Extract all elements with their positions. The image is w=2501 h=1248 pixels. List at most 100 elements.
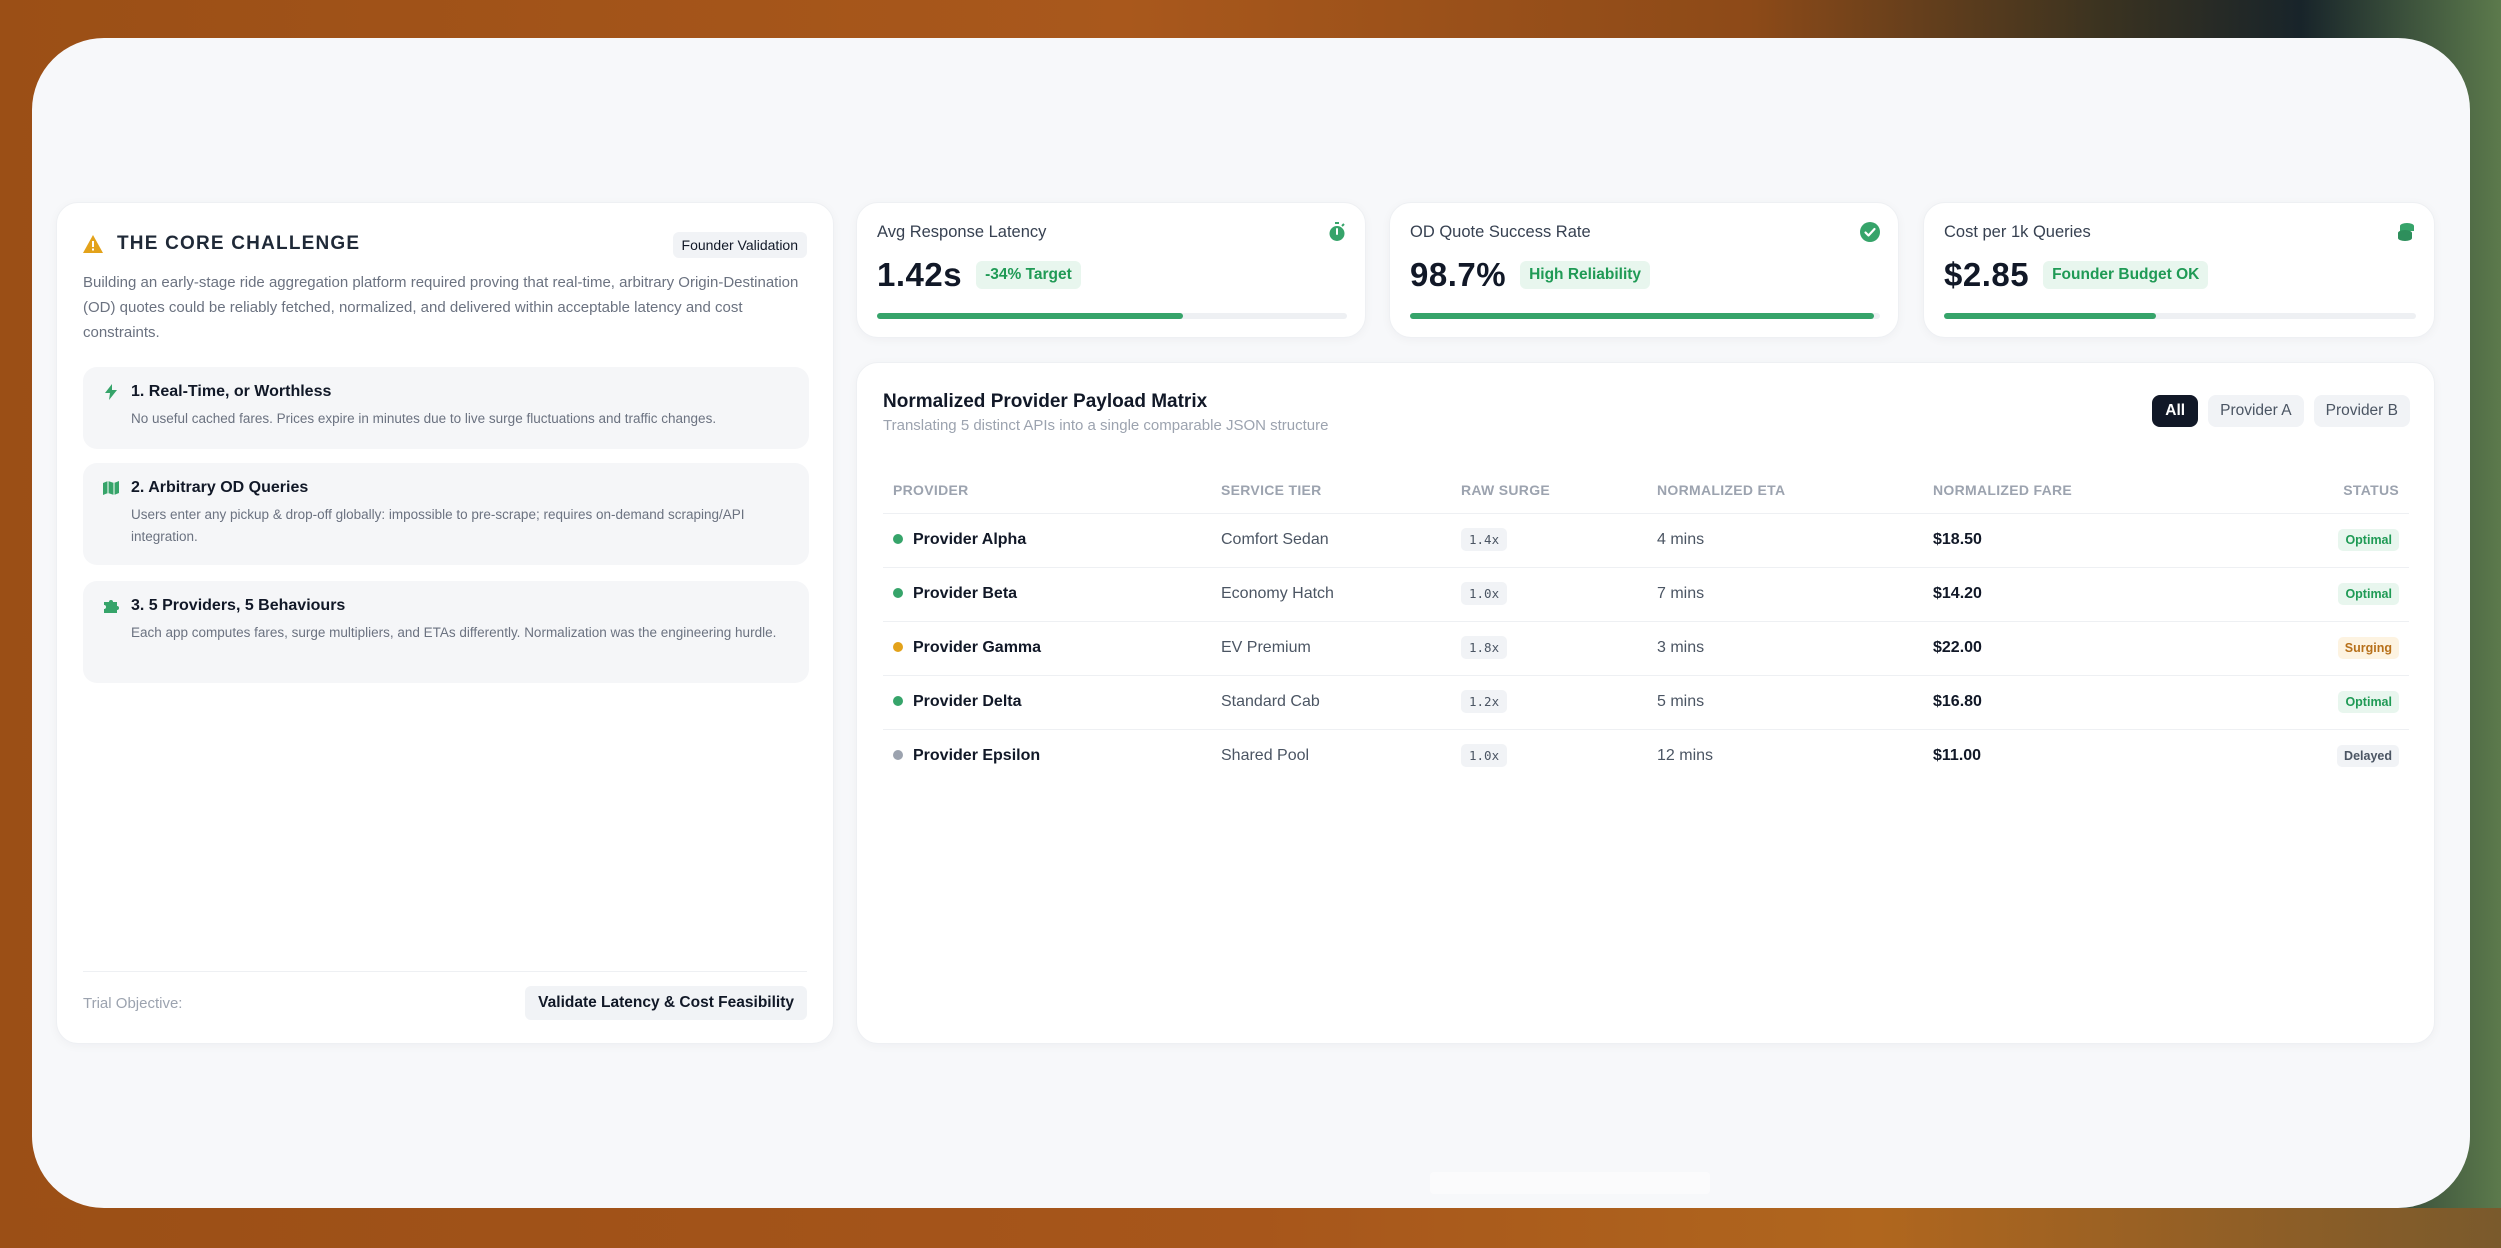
table-header-row: PROVIDER SERVICE TIER RAW SURGE NORMALIZ…: [883, 467, 2409, 514]
stopwatch-icon: [1329, 222, 1345, 241]
metric-card-cost: Cost per 1k Queries $2.85 Founder Budget…: [1923, 202, 2435, 338]
status-badge: Optimal: [2338, 691, 2399, 713]
challenge-header: THE CORE CHALLENGE: [83, 233, 360, 255]
status-badge: Optimal: [2338, 583, 2399, 605]
metric-card-latency: Avg Response Latency 1.42s -34% Target: [856, 202, 1366, 338]
status-badge: Delayed: [2337, 745, 2399, 768]
fare-cell: $16.80: [1923, 675, 2263, 730]
app-window: THE CORE CHALLENGE Founder Validation Bu…: [32, 38, 2470, 1208]
status-dot: [893, 534, 903, 544]
fare-cell: $11.00: [1933, 747, 1982, 765]
trial-objective-label: Trial Objective:: [83, 995, 183, 1012]
status-badge: Optimal: [2338, 529, 2399, 551]
table-row[interactable]: Provider Epsilon Shared Pool 1.0x 12 min…: [883, 729, 2409, 783]
provider-cell: Provider Beta: [883, 567, 1211, 622]
challenge-item-title: 1. Real-Time, or Worthless: [131, 383, 332, 400]
founder-validation-badge: Founder Validation: [672, 232, 807, 258]
metric-pill: -34% Target: [976, 261, 1081, 289]
puzzle-icon: [104, 600, 119, 613]
table-row[interactable]: Provider Delta Standard Cab 1.2x 5 mins …: [883, 675, 2409, 730]
progress-fill: [1410, 313, 1874, 319]
footer-placeholder: [1430, 1172, 1710, 1194]
table-row[interactable]: Provider Gamma EV Premium 1.8x 3 mins $2…: [883, 621, 2409, 676]
provider-table: PROVIDER SERVICE TIER RAW SURGE NORMALIZ…: [883, 467, 2409, 783]
service-tier-cell: Shared Pool: [1221, 747, 1310, 765]
metric-card-success-rate: OD Quote Success Rate 98.7% High Reliabi…: [1389, 202, 1899, 338]
challenge-item-title: 2. Arbitrary OD Queries: [131, 479, 309, 496]
challenge-item-text: No useful cached fares. Prices expire in…: [131, 411, 717, 426]
column-header-service-tier[interactable]: SERVICE TIER: [1211, 467, 1451, 514]
eta-cell: 12 mins: [1657, 747, 1714, 765]
status-cell: Optimal: [2263, 567, 2409, 622]
column-header-normalized-eta[interactable]: NORMALIZED ETA: [1647, 467, 1923, 514]
challenge-item-text: Users enter any pickup & drop-off global…: [131, 507, 745, 544]
status-badge: Surging: [2337, 637, 2399, 659]
provider-filter-group: All Provider A Provider B: [2152, 395, 2410, 427]
provider-cell: Provider Epsilon: [883, 729, 1211, 783]
service-tier-cell: Standard Cab: [1211, 675, 1451, 730]
fare-cell: $18.50: [1923, 513, 2263, 568]
eta-cell: 7 mins: [1647, 567, 1923, 622]
service-tier-cell: EV Premium: [1211, 621, 1451, 676]
raw-surge-cell: 1.0x: [1451, 729, 1647, 783]
status-dot: [893, 588, 903, 598]
status-dot: [893, 750, 903, 761]
table-row[interactable]: Provider Beta Economy Hatch 1.0x 7 mins …: [883, 567, 2409, 622]
fare-cell: $14.20: [1923, 567, 2263, 622]
payload-matrix-card: Normalized Provider Payload Matrix Trans…: [856, 362, 2435, 1044]
surge-code: 1.8x: [1461, 636, 1508, 659]
raw-surge-cell: 1.4x: [1451, 513, 1647, 568]
core-challenge-card: THE CORE CHALLENGE Founder Validation Bu…: [56, 202, 834, 1044]
lightning-icon: [105, 384, 117, 400]
table-row[interactable]: Provider Alpha Comfort Sedan 1.4x 4 mins…: [883, 513, 2409, 568]
status-cell: Optimal: [2263, 675, 2409, 730]
metric-pill: Founder Budget OK: [2043, 261, 2209, 289]
status-dot: [893, 642, 903, 652]
column-header-status[interactable]: STATUS: [2263, 467, 2409, 514]
challenge-item: 2. Arbitrary OD Queries Users enter any …: [83, 463, 809, 565]
challenge-title: THE CORE CHALLENGE: [117, 233, 361, 254]
raw-surge-cell: 1.0x: [1451, 567, 1647, 622]
metric-label: Cost per 1k Queries: [1944, 223, 2091, 241]
column-header-normalized-fare[interactable]: NORMALIZED FARE: [1923, 467, 2263, 514]
eta-cell: 4 mins: [1647, 513, 1923, 568]
raw-surge-cell: 1.8x: [1451, 621, 1647, 676]
map-icon: [103, 481, 119, 495]
provider-name: Provider Delta: [913, 693, 1022, 710]
metric-value: $2.85: [1944, 256, 2030, 293]
status-cell: Delayed: [2263, 729, 2409, 783]
challenge-item-text: Each app computes fares, surge multiplie…: [131, 625, 777, 640]
provider-name: Provider Beta: [913, 585, 1018, 602]
metric-pill: High Reliability: [1520, 261, 1651, 289]
column-header-provider[interactable]: PROVIDER: [883, 467, 1211, 514]
progress-fill: [1944, 313, 2157, 319]
filter-provider-b-button[interactable]: Provider B: [2313, 395, 2410, 427]
surge-code: 1.0x: [1461, 744, 1508, 768]
matrix-title: Normalized Provider Payload Matrix: [883, 391, 1208, 412]
filter-provider-a-button[interactable]: Provider A: [2208, 395, 2304, 427]
metric-value: 1.42s: [877, 256, 963, 293]
service-tier-cell: Economy Hatch: [1211, 567, 1451, 622]
matrix-subtitle: Translating 5 distinct APIs into a singl…: [883, 417, 1329, 434]
surge-code: 1.2x: [1461, 690, 1508, 713]
challenge-item: 1. Real-Time, or Worthless No useful cac…: [83, 367, 809, 449]
status-dot: [893, 696, 903, 706]
filter-all-button[interactable]: All: [2152, 395, 2199, 427]
status-cell: Surging: [2263, 621, 2409, 676]
progress-track: [1410, 313, 1880, 319]
challenge-item-title: 3. 5 Providers, 5 Behaviours: [131, 597, 346, 614]
column-header-raw-surge[interactable]: RAW SURGE: [1451, 467, 1647, 514]
trial-objective-value: Validate Latency & Cost Feasibility: [525, 986, 807, 1020]
progress-track: [877, 313, 1347, 319]
surge-code: 1.0x: [1461, 582, 1508, 605]
provider-name: Provider Epsilon: [913, 747, 1041, 765]
provider-cell: Provider Gamma: [883, 621, 1211, 676]
provider-name: Provider Gamma: [913, 639, 1042, 656]
provider-cell: Provider Delta: [883, 675, 1211, 730]
progress-track: [1944, 313, 2416, 319]
metric-label: Avg Response Latency: [877, 223, 1047, 241]
warning-icon: [83, 235, 103, 253]
metric-value: 98.7%: [1410, 256, 1507, 293]
check-circle-icon: [1860, 222, 1880, 242]
metric-label: OD Quote Success Rate: [1410, 223, 1591, 241]
